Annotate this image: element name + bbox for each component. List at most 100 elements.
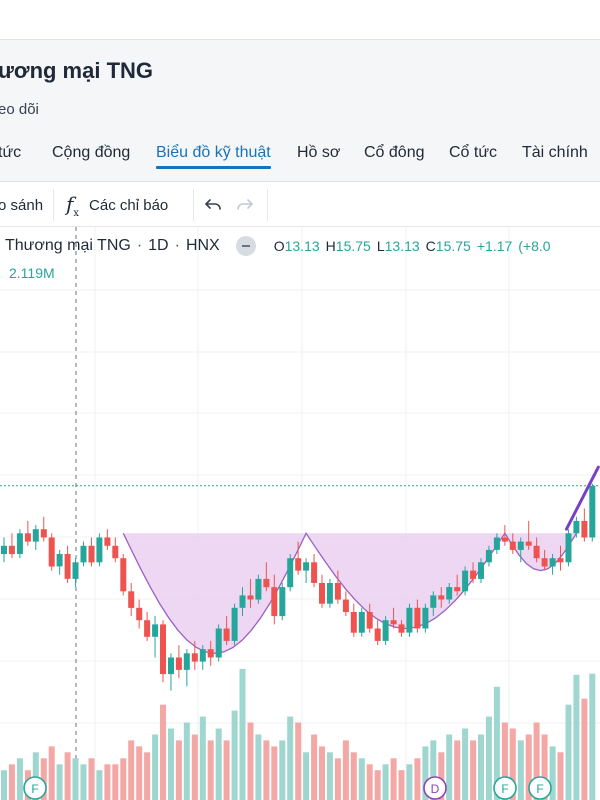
chart-toolbar: o sánh fx Các chỉ báo (0, 183, 600, 227)
change-value: +1.17 (476, 238, 513, 254)
volume-bar (414, 758, 421, 800)
toolbar-divider (267, 189, 268, 221)
candle-body (533, 545, 540, 559)
volume-value: 2.119M (9, 265, 55, 281)
volume-bar (16, 758, 23, 800)
volume-bar (287, 716, 294, 800)
volume-bar (334, 758, 341, 800)
candle-body (48, 537, 55, 567)
volume-bar (438, 752, 445, 800)
volume-bar (501, 722, 508, 800)
candle-body (271, 587, 278, 617)
candle-body (295, 558, 302, 571)
volume-bar (160, 704, 166, 800)
candle-body (557, 558, 564, 563)
candle-body (207, 649, 214, 658)
tab-technical-chart[interactable]: Biểu đồ kỹ thuật (156, 144, 271, 169)
tab-financials[interactable]: Tài chính (522, 144, 588, 161)
candle-body (517, 541, 524, 550)
candle-body (390, 620, 397, 625)
volume-bar (573, 674, 580, 800)
candle-body (32, 529, 39, 542)
event-marker-label: D (431, 782, 440, 796)
candle-body (549, 558, 556, 567)
compare-button[interactable]: o sánh (0, 183, 43, 227)
candle-body (128, 591, 135, 608)
event-marker-label: F (501, 782, 508, 796)
candle-body (40, 529, 47, 538)
candle-body (1, 545, 7, 555)
volume-bar (247, 722, 254, 800)
collapse-legend-button[interactable] (235, 236, 256, 256)
tab-shareholders[interactable]: Cổ đông (364, 144, 425, 161)
volume-bar (390, 758, 397, 800)
candle-body (144, 620, 151, 637)
candle-body (199, 649, 206, 662)
candle-body (239, 595, 246, 608)
candle-body (112, 545, 119, 559)
candle-body (319, 583, 325, 604)
candle-body (342, 599, 349, 612)
legend-separator: · (136, 237, 143, 254)
candle-body (168, 657, 174, 675)
close-key: C (425, 238, 436, 254)
volume-bar (509, 728, 516, 800)
candle-body (16, 533, 23, 554)
candle-body (573, 520, 580, 534)
candle-body (303, 562, 310, 571)
volume-bar (493, 686, 500, 800)
volume-bar (168, 728, 174, 800)
volume-bar (32, 752, 39, 800)
legend-symbol[interactable]: Thương mại TNG (5, 237, 131, 254)
candle-body (430, 595, 437, 608)
candle-body (581, 520, 588, 538)
low-value: 13.13 (384, 238, 420, 254)
candle-body (398, 624, 405, 633)
event-marker-label: F (536, 782, 543, 796)
undo-button[interactable] (203, 183, 223, 227)
volume-bar (295, 722, 302, 800)
candle-body (175, 657, 182, 670)
tab-profile[interactable]: Hồ sơ (297, 144, 341, 161)
volume-bar (517, 740, 524, 800)
candle-body (215, 628, 222, 658)
volume-bar (446, 734, 453, 800)
candle-body (485, 549, 492, 563)
candle-body (414, 607, 421, 629)
volume-bar (215, 728, 222, 800)
volume-bar (152, 734, 159, 800)
undo-icon (205, 199, 221, 210)
volume-bar (231, 710, 238, 800)
tab-dividends[interactable]: Cổ tức (449, 144, 498, 161)
volume-bar (589, 673, 596, 800)
follow-link[interactable]: eo dõi (0, 101, 39, 118)
indicators-button[interactable]: fx Các chỉ báo (66, 183, 168, 227)
candle-body (406, 607, 413, 633)
volume-bar (549, 746, 556, 800)
tab-community[interactable]: Cộng đồng (52, 144, 131, 161)
volume-bar (64, 752, 71, 800)
candle-body (358, 612, 365, 633)
volume-bar (462, 728, 469, 800)
redo-button[interactable] (235, 183, 255, 227)
volume-bar (112, 764, 119, 800)
event-marker (528, 776, 552, 800)
candle-body (279, 587, 286, 617)
volume-bar (56, 764, 63, 800)
low-key: L (376, 238, 385, 254)
candle-body (422, 607, 429, 629)
volume-bar (454, 740, 461, 800)
volume-bar (144, 752, 151, 800)
volume-bar (541, 734, 548, 800)
volume-bar (366, 764, 373, 800)
tab-news[interactable]: tức (0, 144, 22, 161)
volume-bar (8, 764, 15, 800)
indicators-label: Các chỉ báo (89, 196, 169, 214)
legend-exchange: HNX (185, 237, 220, 254)
tab-bar: tức Cộng đồng Biểu đồ kỹ thuật Hồ sơ Cổ … (0, 138, 600, 174)
candle-body (462, 570, 469, 592)
candle-body (470, 570, 477, 579)
candle-body (223, 628, 230, 641)
